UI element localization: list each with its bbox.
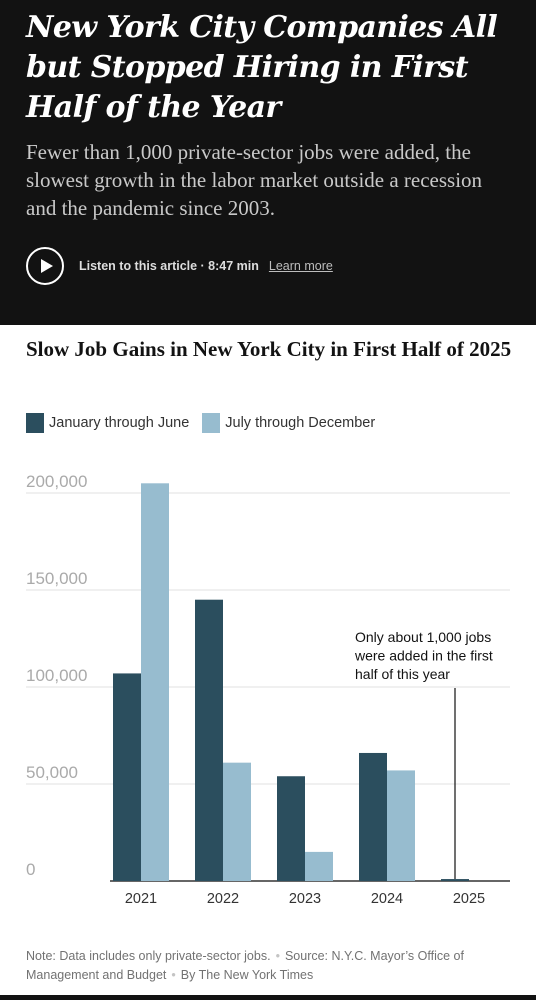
chart-legend: January through June July through Decemb…	[26, 413, 388, 433]
y-tick-label: 100,000	[26, 666, 87, 685]
separator-dot: •	[171, 968, 176, 982]
separator-dot: •	[275, 949, 280, 963]
learn-more-link[interactable]: Learn more	[268, 259, 333, 273]
bar-2025-first-half	[441, 879, 469, 881]
x-tick-label: 2021	[125, 891, 157, 907]
chart-footnote: Note: Data includes only private-sector …	[26, 947, 516, 985]
play-button[interactable]	[26, 247, 64, 285]
source-text: Source: N.Y.C. Mayor’s Office of Managem…	[26, 949, 464, 982]
chart-title: Slow Job Gains in New York City in First…	[26, 337, 512, 361]
bar-2024-second-half	[387, 770, 415, 881]
bottom-border	[0, 995, 536, 1000]
x-tick-label: 2025	[453, 891, 485, 907]
bar-2022-first-half	[195, 599, 223, 881]
y-tick-label: 200,000	[26, 472, 87, 491]
legend-swatch-second-half	[202, 413, 221, 433]
article-header: New York City Companies All but Stopped …	[0, 0, 536, 325]
x-tick-label: 2023	[289, 891, 321, 907]
headline: New York City Companies All but Stopped …	[26, 10, 498, 125]
bar-2023-first-half	[277, 776, 305, 881]
legend-item-second-half: July through December	[202, 413, 375, 433]
legend-label-first-half: January through June	[49, 415, 190, 431]
legend-item-first-half: January through June	[26, 413, 189, 433]
bar-chart: 0 50,000 100,000 150,000 200,000 2021 2022 2023…	[26, 472, 510, 907]
bar-2021-first-half	[113, 673, 141, 881]
note-text: Note: Data includes only private-sector …	[26, 949, 271, 963]
y-tick-label: 150,000	[26, 569, 87, 588]
listen-bar: Listen to this article · 8:47 min Learn …	[26, 245, 333, 287]
bar-2021-second-half	[141, 483, 169, 881]
bar-2024-first-half	[359, 752, 387, 881]
play-icon	[40, 259, 53, 273]
annotation-text: were added in the first	[354, 648, 493, 664]
legend-swatch-first-half	[26, 413, 44, 433]
listen-label: Listen to this article · 8:47 min	[79, 259, 259, 273]
bar-2022-second-half	[223, 762, 251, 881]
y-tick-label: 0	[26, 860, 35, 879]
x-tick-label: 2022	[207, 891, 239, 907]
y-tick-label: 50,000	[26, 763, 78, 782]
article-summary: Fewer than 1,000 private-sector jobs wer…	[26, 140, 483, 220]
annotation-text: Only about 1,000 jobs	[355, 629, 491, 645]
credit-text: By The New York Times	[180, 968, 314, 982]
legend-label-second-half: July through December	[225, 415, 376, 431]
bar-2023-second-half	[305, 851, 333, 881]
annotation-text: half of this year	[355, 666, 450, 682]
x-tick-label: 2024	[371, 891, 403, 907]
